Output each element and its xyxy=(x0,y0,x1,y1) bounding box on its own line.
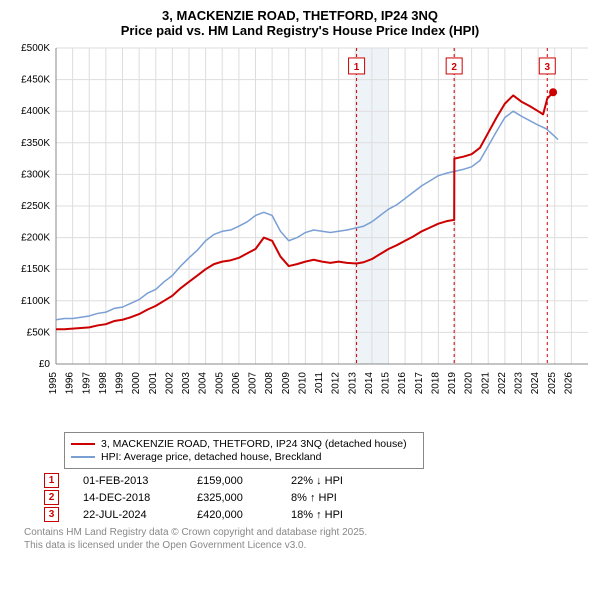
sale-diff: 22% ↓ HPI xyxy=(291,475,371,487)
line-chart-svg: £0 £50K £100K £150K £200K £250K £300K £350K £400… xyxy=(8,44,592,424)
svg-text:2011: 2011 xyxy=(314,372,325,394)
svg-text:2024: 2024 xyxy=(530,372,541,395)
svg-text:2000: 2000 xyxy=(131,372,142,395)
footnote-line: This data is licensed under the Open Gov… xyxy=(24,539,592,552)
sale-diff: 18% ↑ HPI xyxy=(291,509,371,521)
chart-area: £0 £50K £100K £150K £200K £250K £300K £350K £400… xyxy=(8,44,592,424)
svg-text:2003: 2003 xyxy=(181,372,192,395)
svg-text:1996: 1996 xyxy=(65,372,76,395)
legend-swatch xyxy=(71,456,95,458)
svg-text:2023: 2023 xyxy=(514,372,525,395)
svg-text:£150K: £150K xyxy=(21,264,50,275)
legend-swatch xyxy=(71,443,95,445)
svg-text:£350K: £350K xyxy=(21,138,50,149)
svg-text:1995: 1995 xyxy=(48,372,59,395)
legend-label: 3, MACKENZIE ROAD, THETFORD, IP24 3NQ (d… xyxy=(101,438,407,450)
chart-title-line1: 3, MACKENZIE ROAD, THETFORD, IP24 3NQ xyxy=(8,8,592,23)
sale-marker-icon: 3 xyxy=(44,507,59,522)
sale-date: 01-FEB-2013 xyxy=(83,475,173,487)
svg-text:1: 1 xyxy=(354,62,360,73)
legend-item: HPI: Average price, detached house, Brec… xyxy=(71,451,417,463)
svg-text:2: 2 xyxy=(451,62,457,73)
svg-text:1998: 1998 xyxy=(98,372,109,395)
svg-text:£300K: £300K xyxy=(21,169,50,180)
sale-date: 22-JUL-2024 xyxy=(83,509,173,521)
svg-text:1997: 1997 xyxy=(81,372,92,395)
sale-diff: 8% ↑ HPI xyxy=(291,492,371,504)
svg-text:2021: 2021 xyxy=(480,372,491,395)
svg-text:2022: 2022 xyxy=(497,372,508,395)
sales-row: 3 22-JUL-2024 £420,000 18% ↑ HPI xyxy=(44,507,592,522)
sales-table: 1 01-FEB-2013 £159,000 22% ↓ HPI 2 14-DE… xyxy=(44,473,592,522)
chart-container: 3, MACKENZIE ROAD, THETFORD, IP24 3NQ Pr… xyxy=(0,0,600,590)
legend-item: 3, MACKENZIE ROAD, THETFORD, IP24 3NQ (d… xyxy=(71,438,417,450)
svg-text:2019: 2019 xyxy=(447,372,458,395)
sales-row: 2 14-DEC-2018 £325,000 8% ↑ HPI xyxy=(44,490,592,505)
sale-price: £325,000 xyxy=(197,492,267,504)
sale-date: 14-DEC-2018 xyxy=(83,492,173,504)
svg-text:£0: £0 xyxy=(39,359,51,370)
svg-text:2025: 2025 xyxy=(547,372,558,395)
sale-price: £420,000 xyxy=(197,509,267,521)
svg-text:£450K: £450K xyxy=(21,75,50,86)
svg-text:1999: 1999 xyxy=(115,372,126,395)
svg-text:2016: 2016 xyxy=(397,372,408,395)
svg-text:2018: 2018 xyxy=(430,372,441,395)
svg-text:2010: 2010 xyxy=(297,372,308,395)
svg-text:2012: 2012 xyxy=(331,372,342,395)
svg-text:2017: 2017 xyxy=(414,372,425,395)
svg-text:2014: 2014 xyxy=(364,372,375,395)
svg-text:2002: 2002 xyxy=(164,372,175,395)
svg-text:£400K: £400K xyxy=(21,106,50,117)
legend-label: HPI: Average price, detached house, Brec… xyxy=(101,451,321,463)
svg-text:£50K: £50K xyxy=(27,327,51,338)
svg-text:£100K: £100K xyxy=(21,296,50,307)
svg-text:£200K: £200K xyxy=(21,233,50,244)
svg-text:3: 3 xyxy=(544,62,550,73)
sale-marker-icon: 2 xyxy=(44,490,59,505)
sale-marker-icon: 1 xyxy=(44,473,59,488)
chart-title-line2: Price paid vs. HM Land Registry's House … xyxy=(8,23,592,38)
svg-text:2020: 2020 xyxy=(464,372,475,395)
svg-text:2026: 2026 xyxy=(563,372,574,395)
svg-text:2001: 2001 xyxy=(148,372,159,395)
svg-text:2004: 2004 xyxy=(198,372,209,395)
legend-box: 3, MACKENZIE ROAD, THETFORD, IP24 3NQ (d… xyxy=(64,432,424,469)
svg-text:£250K: £250K xyxy=(21,201,50,212)
sale-price: £159,000 xyxy=(197,475,267,487)
svg-text:2009: 2009 xyxy=(281,372,292,395)
svg-text:2006: 2006 xyxy=(231,372,242,395)
svg-text:£500K: £500K xyxy=(21,44,50,54)
svg-text:2005: 2005 xyxy=(214,372,225,395)
svg-text:2015: 2015 xyxy=(381,372,392,395)
svg-text:2013: 2013 xyxy=(347,372,358,395)
footnote: Contains HM Land Registry data © Crown c… xyxy=(24,526,592,552)
svg-text:2008: 2008 xyxy=(264,372,275,395)
footnote-line: Contains HM Land Registry data © Crown c… xyxy=(24,526,592,539)
sales-row: 1 01-FEB-2013 £159,000 22% ↓ HPI xyxy=(44,473,592,488)
svg-text:2007: 2007 xyxy=(248,372,259,395)
